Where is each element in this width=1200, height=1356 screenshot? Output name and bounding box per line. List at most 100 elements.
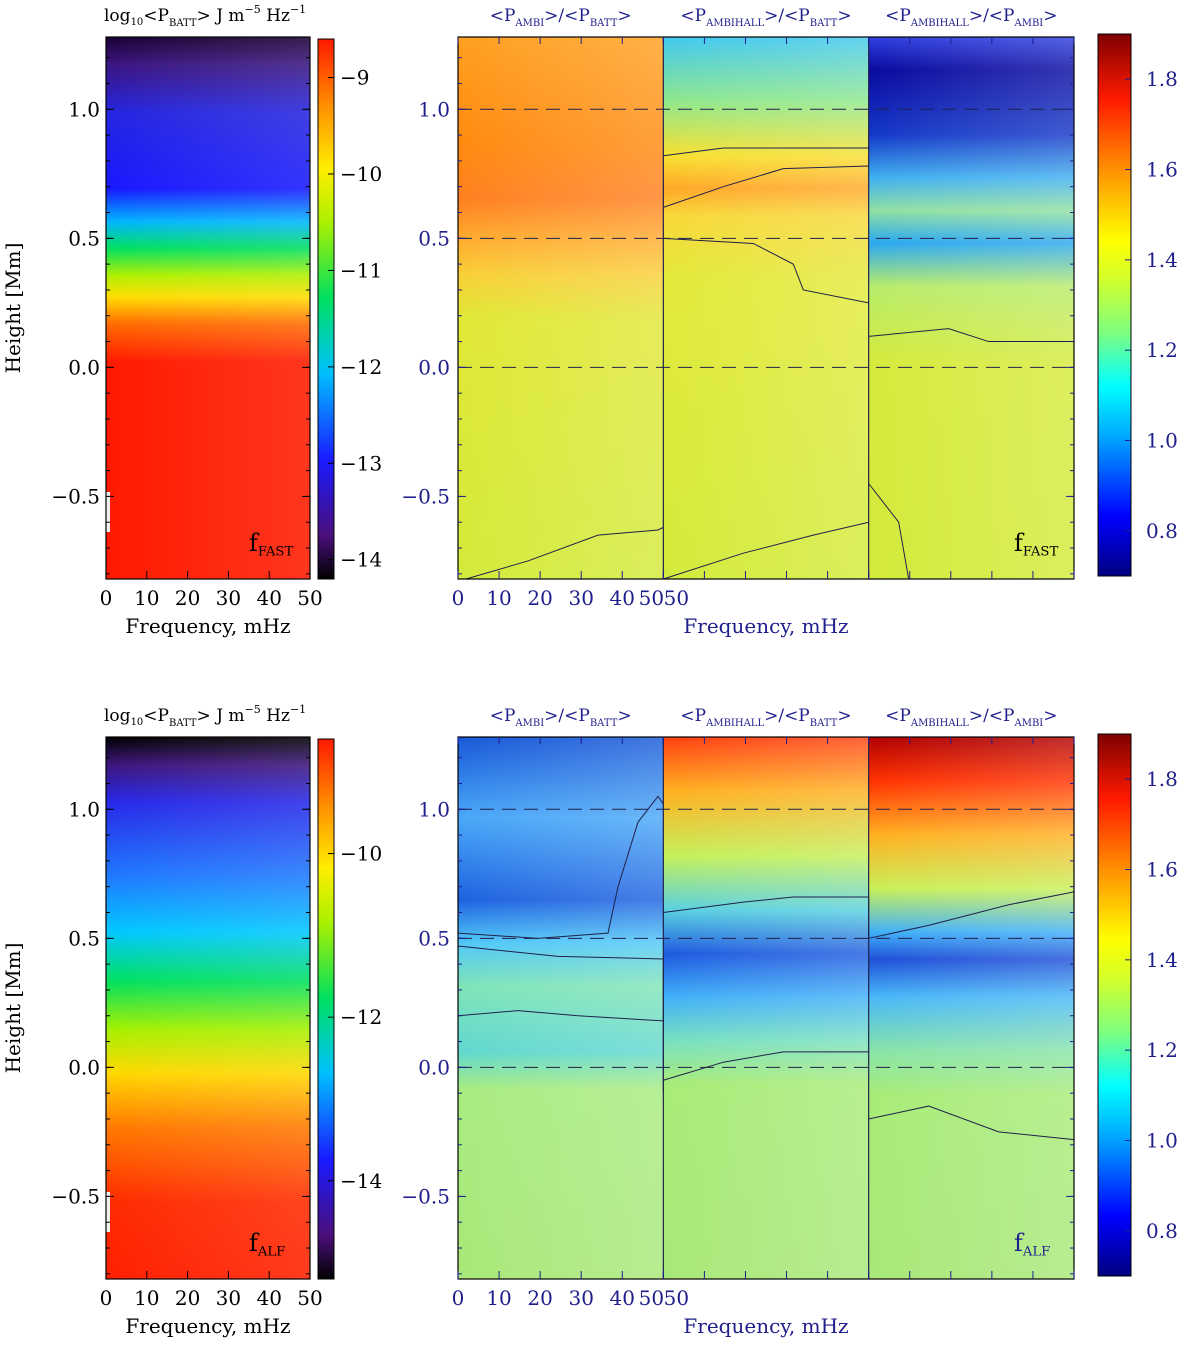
x-tick-label: 20 xyxy=(175,1286,200,1310)
colorbar-tick-label: 0.8 xyxy=(1146,519,1178,543)
power-map-y-ticks: −0.5 0.0 0.5 1.0 xyxy=(51,57,310,575)
colorbar-tick-label: 1.2 xyxy=(1146,338,1178,362)
power-map-title: log10<PBATT> J m−5 Hz−1 xyxy=(104,3,306,29)
y-tick-label: 0.0 xyxy=(418,355,450,379)
segment-title: <PAMBI>/<PBATT> xyxy=(490,706,632,729)
x-tick-label: 50 xyxy=(297,1286,322,1310)
ratio-map-xlabel: Frequency, mHz xyxy=(683,614,848,638)
x-tick-label: 50 xyxy=(664,586,689,610)
x-tick-label: 0 xyxy=(100,1286,113,1310)
segment-title: <PAMBIHALL>/<PBATT> xyxy=(680,706,851,729)
x-tick-label: 50 xyxy=(297,586,322,610)
panel-row-alf: log10<PBATT> J m−5 Hz−1 0 10 20 30 40 50 Freque… xyxy=(1,703,1178,1338)
ratio-map-frame xyxy=(457,36,1075,580)
contour-line xyxy=(663,165,869,208)
ratio-map-xlabel: Frequency, mHz xyxy=(683,1314,848,1338)
power-map-gap xyxy=(106,492,110,532)
colorbar-tick-label: 1.2 xyxy=(1146,1038,1178,1062)
ratio-colorbar-gradient xyxy=(1097,33,1132,577)
colorbar-tick-label: 1.4 xyxy=(1146,248,1178,272)
power-map-shading xyxy=(106,737,310,1279)
ratio-segment-shading xyxy=(663,37,869,579)
colorbar-tick-label: 1.8 xyxy=(1146,767,1178,791)
power-map-annotation: fALF xyxy=(249,1229,285,1259)
y-tick-label: 1.0 xyxy=(68,797,100,821)
colorbar-tick-label: 1.0 xyxy=(1146,1129,1178,1153)
y-tick-label: 0.0 xyxy=(68,1055,100,1079)
contour-line xyxy=(663,147,869,157)
colorbar-tick-label: 1.6 xyxy=(1146,158,1178,182)
x-tick-label: 20 xyxy=(527,1286,552,1310)
power-map-ylabel: Height [Mm] xyxy=(1,243,25,374)
power-colorbar-gradient xyxy=(317,738,335,1280)
power-map-annotation: fFAST xyxy=(249,529,293,559)
y-tick-label: −0.5 xyxy=(51,484,100,508)
contour-line xyxy=(868,891,1075,939)
contour-line xyxy=(465,526,664,580)
power-map-frame xyxy=(105,736,311,1280)
contour-line xyxy=(663,237,869,304)
y-tick-label: 1.0 xyxy=(68,97,100,121)
power-map-x-ticks: 0 10 20 30 40 50 xyxy=(100,571,323,610)
ratio-contours xyxy=(457,795,1075,1141)
colorbar-tick-label: −10 xyxy=(340,162,382,186)
contour-line xyxy=(663,521,869,580)
x-tick-label: 30 xyxy=(568,586,593,610)
colorbar-tick-label: 1.8 xyxy=(1146,67,1178,91)
colorbar-tick-label: −13 xyxy=(340,451,382,475)
power-map-xlabel: Frequency, mHz xyxy=(125,614,290,638)
ratio-segment-shading xyxy=(458,37,664,579)
x-tick-label: 30 xyxy=(216,586,241,610)
x-tick-label: 40 xyxy=(256,1286,281,1310)
x-tick-label: 50 xyxy=(639,1286,664,1310)
colorbar-tick-label: −12 xyxy=(340,1005,382,1029)
ratio-segment-shading xyxy=(868,737,1074,1279)
ratio-map-annotation: fALF xyxy=(1014,1229,1050,1259)
x-tick-label: 20 xyxy=(175,586,200,610)
ratio-colorbar: 0.8 1.0 1.2 1.4 1.6 1.8 xyxy=(1097,733,1178,1277)
panel-row-fast: log10<PBATT> J m−5 Hz−10 10 20 30 40 50Freque… xyxy=(1,3,1178,638)
x-tick-label: 50 xyxy=(664,1286,689,1310)
y-tick-label: 0.5 xyxy=(418,926,450,950)
power-map: log10<PBATT> J m−5 Hz−1 0 10 20 30 40 50 Freque… xyxy=(1,3,323,638)
segment-title: <PAMBIHALL>/<PAMBI> xyxy=(885,706,1057,729)
segment-title: <PAMBI>/<PBATT> xyxy=(490,6,632,29)
y-tick-label: 0.5 xyxy=(68,926,100,950)
power-map-ylabel: Height [Mm] xyxy=(1,943,25,1074)
x-tick-label: 30 xyxy=(568,1286,593,1310)
contour-line xyxy=(868,1105,1075,1141)
x-tick-label: 20 xyxy=(527,586,552,610)
contour-line xyxy=(868,483,910,580)
colorbar-tick-label: −9 xyxy=(340,66,369,90)
x-tick-label: 0 xyxy=(452,586,465,610)
ratio-colorbar-gradient xyxy=(1097,733,1132,1277)
ratio-map: <PAMBI>/<PBATT> <PAMBIHALL>/<PBATT> <PAMBI… xyxy=(401,6,1075,638)
contour-line xyxy=(457,1010,664,1022)
x-tick-label: 10 xyxy=(486,1286,511,1310)
y-tick-label: 0.0 xyxy=(68,355,100,379)
ratio-x-ticks: 0 10 20 30 40 50 50 xyxy=(452,1271,1075,1310)
x-tick-label: 50 xyxy=(639,586,664,610)
power-map-frame xyxy=(105,36,311,580)
ratio-y-ticks: −0.5 0.0 0.5 1.0 xyxy=(401,757,1074,1275)
y-tick-label: 0.5 xyxy=(68,226,100,250)
x-tick-label: 10 xyxy=(134,1286,159,1310)
segment-title: <PAMBIHALL>/<PBATT> xyxy=(680,6,851,29)
x-tick-label: 10 xyxy=(486,586,511,610)
x-tick-label: 0 xyxy=(452,1286,465,1310)
power-map-y-ticks: −0.5 0.0 0.5 1.0 xyxy=(51,757,310,1275)
ratio-contours xyxy=(465,147,1074,580)
ratio-map: <PAMBI>/<PBATT> <PAMBIHALL>/<PBATT> <PAMBI… xyxy=(401,706,1075,1338)
colorbar-tick-label: 1.4 xyxy=(1146,948,1178,972)
ratio-segment-shading xyxy=(868,37,1074,579)
y-tick-label: 0.0 xyxy=(418,1055,450,1079)
x-tick-label: 10 xyxy=(134,586,159,610)
ratio-y-ticks: −0.5 0.0 0.5 1.0 xyxy=(401,57,1074,575)
colorbar-tick-label: 0.8 xyxy=(1146,1219,1178,1243)
x-tick-label: 30 xyxy=(216,1286,241,1310)
y-tick-label: 1.0 xyxy=(418,797,450,821)
colorbar-tick-label: −14 xyxy=(340,548,382,572)
power-map-xlabel: Frequency, mHz xyxy=(125,1314,290,1338)
power-map-title: log10<PBATT> J m−5 Hz−1 xyxy=(104,703,306,729)
